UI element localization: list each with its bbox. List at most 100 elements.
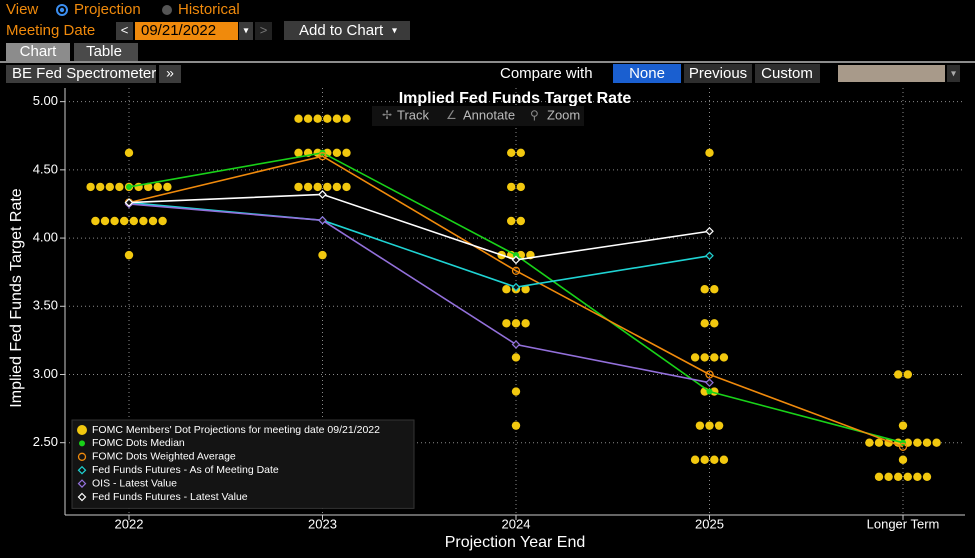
tab-label: Chart [20, 43, 58, 60]
add-to-chart-button[interactable] [284, 21, 410, 40]
dot [148, 216, 158, 226]
legend-label: OIS - Latest Value [92, 477, 177, 489]
dot [898, 421, 908, 430]
dot [511, 353, 521, 362]
x-tick-label: 2024 [502, 516, 531, 531]
next-button[interactable] [255, 22, 272, 40]
dot [719, 353, 729, 362]
y-tick-label: 4.50 [33, 161, 58, 176]
expand-icon: » [166, 65, 174, 81]
date-field[interactable] [135, 22, 238, 40]
dot [884, 472, 893, 482]
dot [323, 182, 332, 192]
tab-selected[interactable] [6, 43, 70, 61]
radio[interactable] [162, 5, 172, 15]
date-dropdown[interactable] [239, 22, 253, 40]
marker [513, 252, 519, 259]
dot [710, 285, 719, 294]
tab-underline [0, 61, 975, 63]
y-tick-label: 4.00 [33, 230, 58, 245]
radio-selected[interactable] [56, 4, 68, 16]
x-axis-label: Projection Year End [445, 534, 586, 551]
dot [516, 182, 525, 192]
dot [695, 421, 705, 430]
compare-option: None [629, 65, 665, 82]
dot [511, 421, 521, 430]
dot [516, 216, 525, 226]
tool-label[interactable]: Annotate [463, 107, 515, 122]
dot [690, 455, 700, 464]
series-line [128, 155, 904, 448]
tool-label[interactable]: Zoom [547, 107, 580, 122]
marker [318, 190, 327, 199]
dot [511, 387, 521, 396]
compare-option: Previous [689, 65, 747, 82]
tab[interactable] [74, 43, 138, 61]
compare-option: Custom [761, 65, 813, 82]
dot [913, 472, 922, 482]
x-tick-label: Longer Term [867, 516, 940, 531]
chart-title: Implied Fed Funds Target Rate [399, 90, 632, 107]
legend-label: FOMC Members' Dot Projections for meetin… [92, 424, 380, 436]
dropdown-icon: ▾ [951, 69, 956, 80]
compare-custom[interactable] [755, 64, 820, 83]
chart-toolbar [372, 106, 584, 126]
dot [110, 216, 119, 226]
dot [342, 148, 351, 158]
dot [91, 216, 100, 226]
radio-label[interactable]: Projection [74, 1, 141, 18]
dot [318, 250, 327, 260]
dot [332, 114, 342, 123]
y-tick-label: 3.50 [33, 298, 58, 313]
radio-label[interactable]: Historical [178, 1, 240, 18]
dot [303, 114, 313, 123]
dot [96, 182, 105, 192]
dot [521, 319, 530, 328]
dot [105, 182, 115, 192]
compare-none[interactable] [613, 64, 681, 83]
dot [163, 182, 172, 192]
marker [511, 266, 521, 275]
marker [318, 152, 327, 161]
marker [705, 378, 714, 388]
dot [502, 319, 511, 328]
dot [139, 216, 148, 226]
zoom-icon: ⚲ [530, 108, 539, 122]
dot [913, 438, 922, 447]
dot [294, 148, 303, 158]
y-axis-label: Implied Fed Funds Target Rate [8, 188, 25, 407]
dot [705, 148, 714, 158]
series-line [128, 203, 710, 384]
prev-button[interactable] [116, 22, 133, 40]
marker [705, 370, 714, 379]
dot [115, 182, 124, 192]
custom-dropdown[interactable] [947, 65, 960, 82]
legend-label: Fed Funds Futures - As of Meeting Date [92, 464, 279, 476]
dot [294, 182, 303, 192]
custom-field[interactable] [838, 65, 945, 82]
dot [865, 438, 874, 447]
dot [153, 182, 162, 192]
dot [700, 285, 709, 294]
compare-previous[interactable] [684, 64, 752, 83]
spectrometer-button[interactable] [6, 65, 156, 83]
dot [705, 421, 714, 430]
track-icon: ✢ [382, 108, 392, 122]
dot [922, 438, 932, 447]
expand-button[interactable] [159, 65, 181, 83]
dot [507, 182, 516, 192]
dot [120, 216, 129, 226]
dot [294, 114, 303, 123]
prev-icon: < [121, 22, 129, 37]
tool-label[interactable]: Track [397, 107, 430, 122]
marker [77, 465, 87, 475]
x-tick-label: 2025 [695, 516, 724, 531]
dot [710, 455, 719, 464]
dot [502, 285, 511, 294]
dot [714, 421, 724, 430]
dot [313, 182, 322, 192]
marker [77, 492, 87, 502]
dot [903, 370, 912, 379]
marker [126, 183, 132, 190]
dot [894, 370, 903, 379]
